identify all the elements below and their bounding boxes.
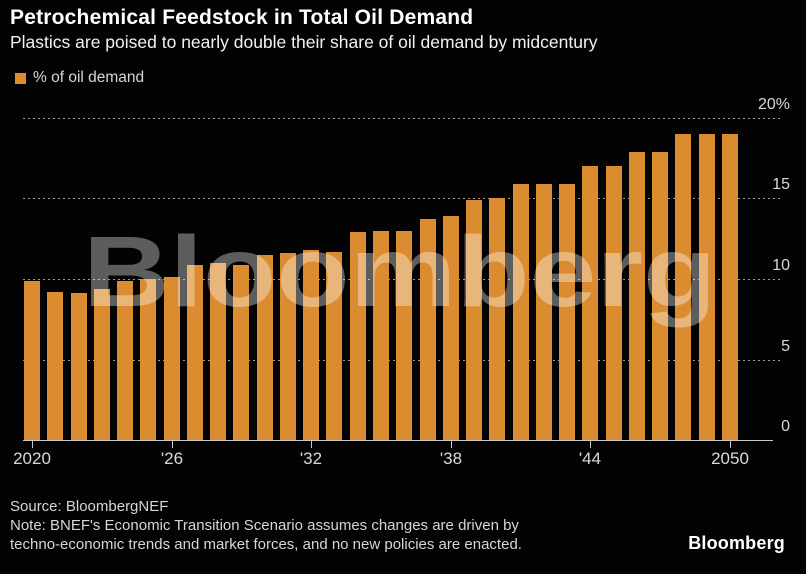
- bar-2024: [117, 281, 133, 440]
- bar-2046: [629, 152, 645, 440]
- x-axis-label-2032: '32: [299, 449, 323, 468]
- gridline-15: [23, 198, 780, 199]
- y-axis-label-15: 15: [772, 176, 790, 193]
- bar-2031: [280, 253, 296, 440]
- x-tick-2026: [172, 441, 173, 448]
- x-tick-2050: [730, 441, 731, 448]
- bar-2035: [373, 231, 389, 440]
- bar-2039: [466, 200, 482, 440]
- bar-2027: [187, 265, 203, 440]
- x-axis-label-2044: '44: [578, 449, 602, 468]
- footer-notes: Source: BloombergNEF Note: BNEF's Econom…: [10, 497, 522, 554]
- bar-2048: [675, 134, 691, 440]
- chart-title: Petrochemical Feedstock in Total Oil Dem…: [10, 6, 474, 29]
- bar-2023: [94, 289, 110, 440]
- y-axis-label-5: 5: [781, 338, 790, 355]
- bar-2028: [210, 263, 226, 440]
- bar-2040: [489, 198, 505, 440]
- y-axis-label-0: 0: [781, 418, 790, 435]
- x-tick-2044: [590, 441, 591, 448]
- bar-2034: [350, 232, 366, 440]
- bar-2029: [233, 265, 249, 440]
- x-tick-2032: [311, 441, 312, 448]
- chart-subtitle: Plastics are poised to nearly double the…: [10, 32, 598, 52]
- bar-2043: [559, 184, 575, 440]
- gridline-20: [23, 118, 780, 119]
- x-axis-label-2020: 2020: [13, 449, 51, 468]
- bar-2042: [536, 184, 552, 440]
- legend-label: % of oil demand: [33, 69, 145, 86]
- note-line-2: techno-economic trends and market forces…: [10, 536, 522, 553]
- source-text: Source: BloombergNEF: [10, 498, 169, 515]
- bar-2021: [47, 292, 63, 440]
- x-axis-label-2038: '38: [439, 449, 463, 468]
- bloomberg-logo: Bloomberg: [688, 533, 785, 553]
- bar-2022: [71, 293, 87, 440]
- y-axis-label-10: 10: [772, 257, 790, 274]
- bar-2047: [652, 152, 668, 440]
- note-line-1: Note: BNEF's Economic Transition Scenari…: [10, 517, 519, 534]
- bar-2026: [164, 277, 180, 440]
- bar-2030: [257, 255, 273, 440]
- legend-swatch-icon: [15, 72, 26, 84]
- bar-2044: [582, 166, 598, 440]
- x-axis-label-2026: '26: [160, 449, 184, 468]
- x-tick-2020: [32, 441, 33, 448]
- x-tick-2038: [451, 441, 452, 448]
- bar-2038: [443, 216, 459, 440]
- bar-2037: [420, 219, 436, 440]
- bar-2020: [24, 281, 40, 440]
- y-axis-label-20: 20%: [757, 96, 790, 113]
- bar-2032: [303, 250, 319, 440]
- x-axis-label-2050: 2050: [711, 449, 749, 468]
- bar-2025: [140, 279, 156, 440]
- bar-2036: [396, 231, 412, 440]
- x-axis-line: [23, 440, 773, 441]
- bar-2045: [606, 166, 622, 440]
- bar-2050: [722, 134, 738, 440]
- bar-2033: [326, 252, 342, 440]
- bar-2041: [513, 184, 529, 440]
- legend: % of oil demand: [15, 69, 144, 87]
- bar-2049: [699, 134, 715, 440]
